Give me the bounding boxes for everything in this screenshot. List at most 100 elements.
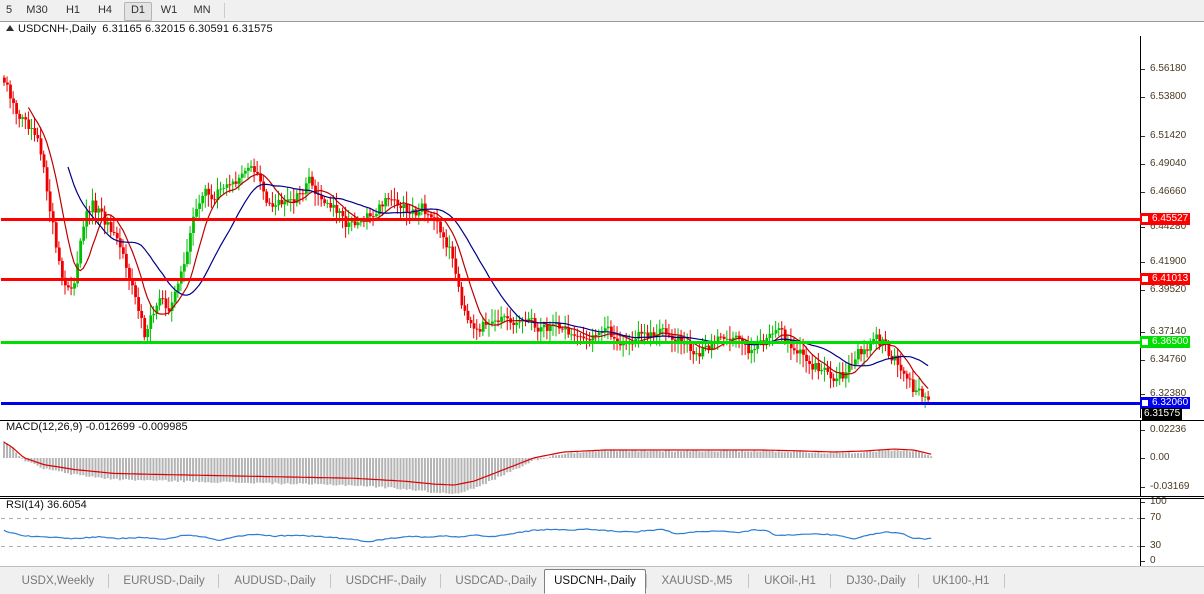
price-axis-tick: [1141, 227, 1145, 228]
price-axis-tick: [1141, 332, 1145, 333]
price-axis-line: [1140, 36, 1141, 418]
level-price-tag[interactable]: 6.32060: [1140, 397, 1191, 409]
price-axis-label: 6.44280: [1150, 221, 1187, 232]
rsi-axis-label: 70: [1150, 512, 1162, 523]
timeframe-button-mn[interactable]: MN: [193, 4, 211, 16]
rsi-level-line: [1, 546, 1140, 547]
rsi-label: RSI(14) 36.6054: [6, 499, 87, 511]
chart-tab-audusd-daily[interactable]: AUDUSD-,Daily: [234, 575, 316, 587]
rsi-axis-tick: [1141, 518, 1145, 519]
timeframe-button-5[interactable]: 5: [5, 4, 13, 16]
price-axis-tick: [1141, 69, 1145, 70]
price-pane[interactable]: 6.56180 6.53800 6.51420 6.49040 6.46660 6.442…: [0, 36, 1204, 431]
timeframe-button-h1[interactable]: H1: [65, 4, 81, 16]
price-plot-area[interactable]: [1, 36, 1140, 418]
price-axis-label: 6.41900: [1150, 256, 1187, 267]
level-price-tag[interactable]: 6.45527: [1140, 213, 1191, 225]
level-drag-handle[interactable]: [1142, 276, 1148, 282]
price-axis-label: 6.53800: [1150, 91, 1187, 102]
price-axis[interactable]: 6.56180 6.53800 6.51420 6.49040 6.46660 6.442…: [1140, 36, 1204, 431]
level-price-tag[interactable]: 6.36500: [1140, 336, 1191, 348]
tab-separator: [646, 574, 647, 588]
macd-pane-border: [0, 496, 1204, 497]
rsi-axis: 100 70 30 0: [1140, 496, 1204, 571]
rsi-axis-line: [1140, 498, 1141, 571]
rsi-chart: [3, 528, 932, 543]
chart-tab-usdchf-daily[interactable]: USDCHF-,Daily: [345, 575, 427, 587]
macd-axis-tick: [1141, 430, 1145, 431]
rsi-pane-border: [0, 498, 1204, 499]
macd-label: MACD(12,26,9) -0.012699 -0.009985: [6, 421, 188, 433]
macd-pane-border: [0, 420, 1204, 421]
price-axis-tick: [1141, 360, 1145, 361]
timeframe-button-m30[interactable]: M30: [26, 4, 48, 16]
level-drag-handle[interactable]: [1142, 400, 1148, 406]
timeframe-button-h4[interactable]: H4: [97, 4, 113, 16]
macd-axis: 0.02236 0.00 -0.03169: [1140, 420, 1204, 497]
chart-tab-eurusd-daily[interactable]: EURUSD-,Daily: [123, 575, 205, 587]
chart-tab-xauusd-m5[interactable]: XAUUSD-,M5: [661, 575, 733, 587]
rsi-axis-tick: [1141, 546, 1145, 547]
macd-axis-line: [1140, 420, 1141, 497]
level-line-resistance-1[interactable]: [1, 278, 1140, 281]
tab-separator: [330, 574, 331, 588]
chart-window: USDCNH-,Daily 6.31165 6.32015 6.30591 6.3…: [0, 21, 1204, 589]
macd-axis-tick: [1141, 458, 1145, 459]
rsi-pane[interactable]: RSI(14) 36.6054 100 70 30 0: [0, 496, 1204, 571]
chart-symbol-label: USDCNH-,Daily: [18, 23, 97, 35]
chart-tab-dj30-daily[interactable]: DJ30-,Daily: [846, 575, 906, 587]
tab-separator: [1004, 574, 1005, 588]
macd-axis-label: -0.03169: [1150, 481, 1190, 492]
chart-tab-usdcad-daily[interactable]: USDCAD-,Daily: [455, 575, 537, 587]
chart-tab-usdcnh-daily[interactable]: USDCNH-,Daily: [544, 569, 646, 594]
rsi-plot-area: [1, 498, 1140, 571]
rsi-axis-tick: [1141, 561, 1145, 562]
level-line-support-2[interactable]: [1, 341, 1140, 344]
price-axis-tick: [1141, 262, 1145, 263]
chart-tab-uk100-h1[interactable]: UK100-,H1: [932, 575, 990, 587]
level-price-tag[interactable]: 6.41013: [1140, 273, 1191, 285]
level-line-resistance-0[interactable]: [1, 218, 1140, 221]
price-axis-tick: [1141, 394, 1145, 395]
collapse-triangle-icon[interactable]: [6, 25, 14, 31]
price-axis-label: 6.32380: [1150, 388, 1187, 399]
tab-separator: [830, 574, 831, 588]
macd-plot-area: [1, 420, 1140, 497]
level-drag-handle[interactable]: [1142, 216, 1148, 222]
price-axis-tick: [1141, 136, 1145, 137]
macd-axis-tick: [1141, 487, 1145, 488]
price-axis-label: 6.56180: [1150, 63, 1187, 74]
price-axis-tick: [1141, 164, 1145, 165]
chart-tab-ukoil-h1[interactable]: UKOil-,H1: [764, 575, 816, 587]
timeframe-button-d1[interactable]: D1: [124, 2, 152, 21]
timeframe-button-w1[interactable]: W1: [160, 4, 178, 16]
tab-separator: [218, 574, 219, 588]
price-axis-tick: [1141, 290, 1145, 291]
price-axis-tick: [1141, 97, 1145, 98]
macd-chart: [3, 441, 933, 494]
price-axis-label: 6.34760: [1150, 354, 1187, 365]
chart-tab-bar: USDX,Weekly EURUSD-,Daily AUDUSD-,Daily USD…: [0, 566, 1204, 594]
tab-separator: [748, 574, 749, 588]
rsi-level-line: [1, 518, 1140, 519]
price-axis-label: 6.39520: [1150, 284, 1187, 295]
macd-axis-label: 0.00: [1150, 452, 1170, 463]
rsi-axis-tick: [1141, 502, 1145, 503]
tab-separator: [108, 574, 109, 588]
price-axis-tick: [1141, 192, 1145, 193]
rsi-axis-label: 0: [1150, 555, 1156, 566]
price-axis-label: 6.37140: [1150, 326, 1187, 337]
chart-header: USDCNH-,Daily 6.31165 6.32015 6.30591 6.3…: [0, 22, 1204, 36]
macd-pane[interactable]: MACD(12,26,9) -0.012699 -0.009985 0.0223…: [0, 420, 1204, 497]
price-axis-label: 6.46660: [1150, 186, 1187, 197]
level-price-tag[interactable]: 6.31575: [1142, 408, 1183, 420]
price-axis-label: 6.51420: [1150, 130, 1187, 141]
chart-tab-usdx-weekly[interactable]: USDX,Weekly: [21, 575, 95, 587]
timeframe-toolbar: 5 M30 H1 H4 D1 W1 MN: [0, 0, 1204, 22]
tab-separator: [918, 574, 919, 588]
tab-separator: [440, 574, 441, 588]
price-axis-label: 6.49040: [1150, 158, 1187, 169]
chart-ohlc-values: 6.31165 6.32015 6.30591 6.31575: [102, 23, 273, 35]
level-drag-handle[interactable]: [1142, 339, 1148, 345]
level-line-support-3[interactable]: [1, 402, 1140, 405]
